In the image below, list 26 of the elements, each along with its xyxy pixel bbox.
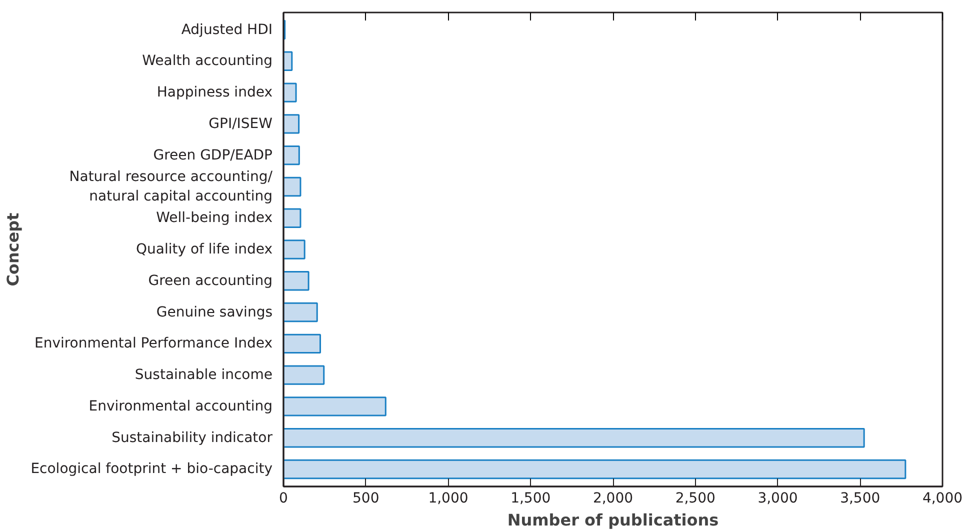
x-axis-title: Number of publications [507, 510, 719, 530]
y-tick-label: GPI/ISEW [208, 116, 273, 132]
x-tick-label: 1,000 [428, 490, 468, 506]
y-tick-label: Natural resource accounting/ natural capital accounting [69, 169, 273, 204]
y-axis-title: Concept [4, 212, 23, 286]
x-tick-label: 3,000 [758, 490, 798, 506]
y-tick-label: Wealth accounting [142, 53, 273, 70]
y-tick-label: Well-being index [156, 210, 273, 226]
x-tick-label: 3,500 [840, 490, 880, 506]
y-tick-label: Green GDP/EADP [153, 147, 272, 164]
x-tick-label: 1,500 [510, 490, 551, 506]
y-tick-label: Ecological footprint + bio-capacity [30, 461, 273, 478]
y-tick-label: Genuine savings [156, 304, 273, 320]
y-tick-label: Environmental Performance Index [34, 336, 273, 352]
y-tick-label: Green accounting [148, 272, 273, 289]
x-tick-label: 4,000 [922, 490, 963, 506]
y-tick-label: Sustainable income [134, 367, 273, 384]
y-tick-label: Happiness index [156, 84, 273, 101]
x-tick-label: 2,500 [675, 490, 716, 506]
x-tick-label: 2,000 [592, 490, 634, 506]
y-tick-label: Sustainability indicator [112, 430, 273, 446]
y-tick-label: Adjusted HDI [181, 22, 273, 38]
x-tick-label: 0 [279, 490, 288, 506]
y-tick-label: Environmental accounting [88, 398, 273, 414]
y-tick-label: Quality of life index [136, 242, 273, 258]
x-tick-label: 500 [352, 490, 380, 506]
